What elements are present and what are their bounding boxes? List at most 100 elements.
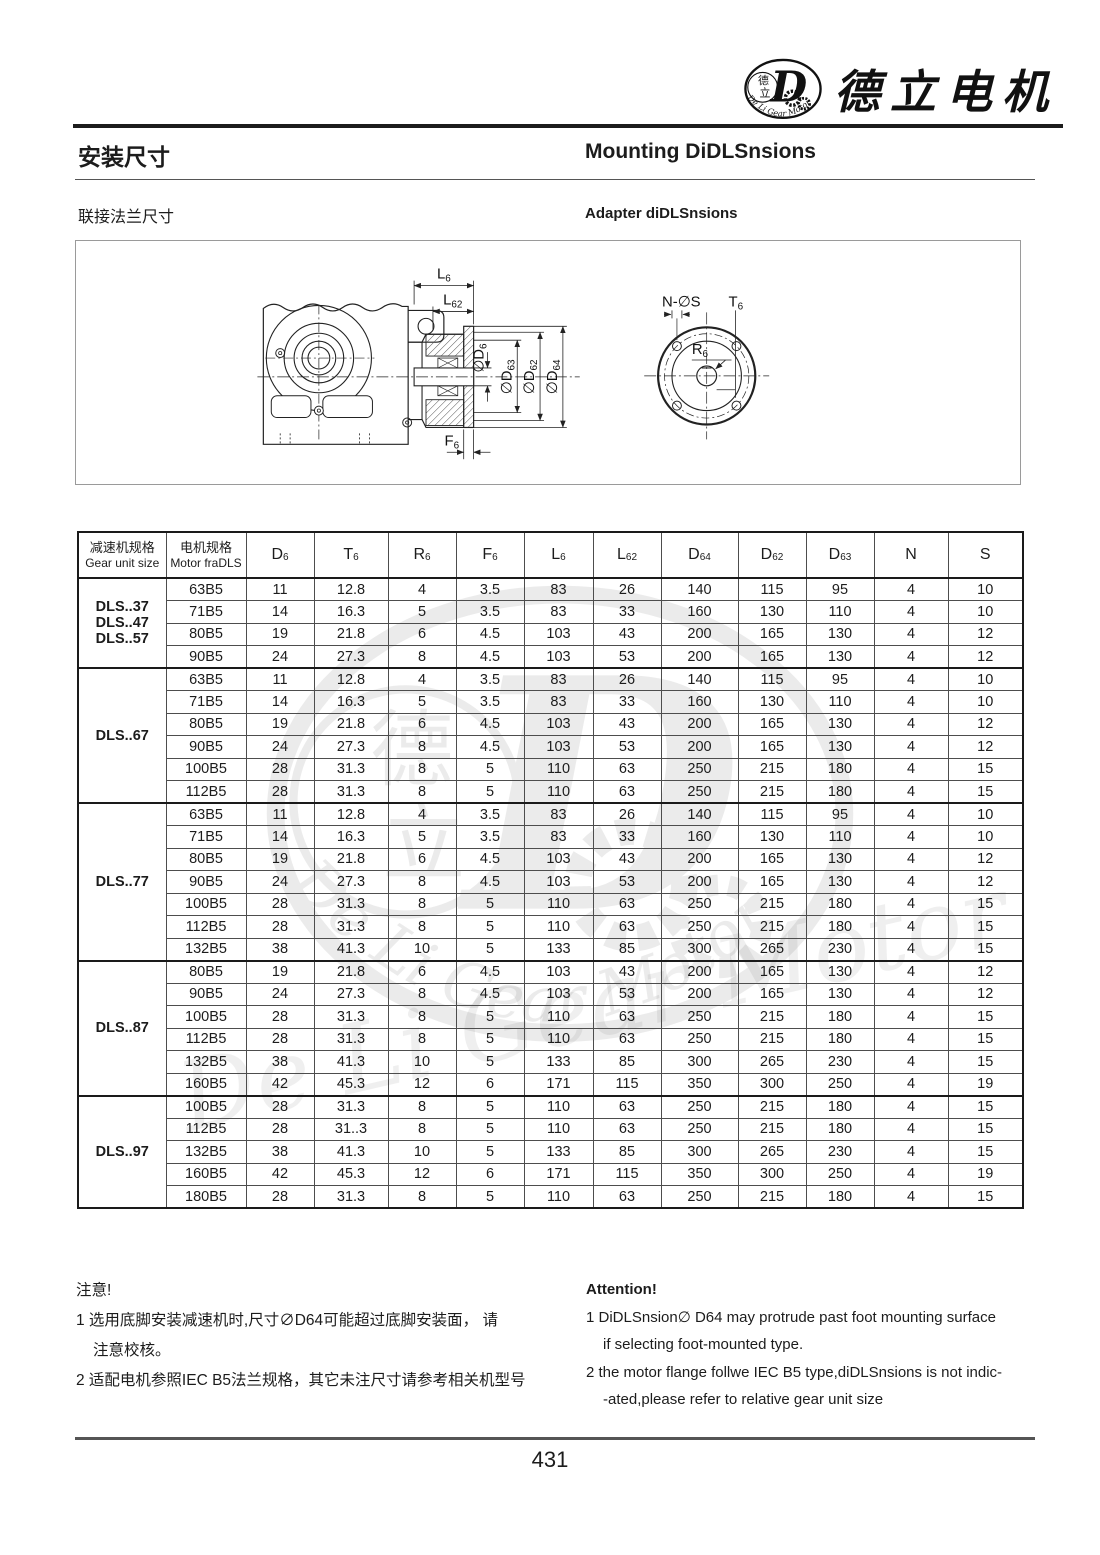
col-header-gear-unit-size: 减速机规格 Gear unit size [77, 531, 167, 579]
dim-value-cell: 110 [805, 600, 875, 624]
gear-unit-size-cell: DLS..87 [77, 959, 167, 1096]
dim-value-cell: 130 [805, 959, 875, 984]
dim-value-cell: 300 [660, 1140, 739, 1164]
dim-value-cell: 85 [592, 1140, 662, 1164]
dim-value-cell: 5 [455, 780, 525, 804]
dim-value-cell: 8 [387, 982, 457, 1006]
dim-value-cell: 10 [947, 600, 1024, 624]
dim-value-cell: 4.5 [455, 847, 525, 871]
footer-rule [75, 1437, 1035, 1440]
dim-value-cell: 6 [387, 847, 457, 871]
motor-frame-cell: 80B5 [165, 959, 247, 984]
dim-value-cell: 130 [805, 735, 875, 759]
dim-value-cell: 103 [523, 959, 594, 984]
dim-value-cell: 27.3 [313, 870, 389, 894]
dim-value-cell: 63 [592, 1117, 662, 1141]
dim-value-cell: 160 [660, 600, 739, 624]
dim-label-d6: ∅D6 [472, 343, 490, 373]
table-row: 90B5 24 27.3 8 4.5 103 53 200 165 130 4 12 [78, 735, 1024, 759]
dim-value-cell: 130 [737, 690, 807, 714]
col-header-N: N [873, 531, 949, 579]
dim-value-cell: 200 [660, 735, 739, 759]
dim-value-cell: 27.3 [313, 735, 389, 759]
dim-value-cell: 180 [805, 915, 875, 939]
dim-value-cell: 130 [805, 645, 875, 669]
dim-value-cell: 26 [592, 667, 662, 691]
dim-value-cell: 16.3 [313, 825, 389, 849]
dim-value-cell: 130 [737, 825, 807, 849]
col-header-R6: R6 [387, 531, 457, 579]
dim-value-cell: 180 [805, 1094, 875, 1119]
table-row: 80B5 19 21.8 6 4.5 103 43 200 165 130 4 12 [78, 847, 1024, 871]
dim-value-cell: 350 [660, 1162, 739, 1186]
motor-frame-cell: 80B5 [165, 847, 247, 871]
dim-value-cell: 28 [245, 1005, 315, 1029]
dim-value-cell: 63 [592, 1027, 662, 1051]
dim-value-cell: 180 [805, 757, 875, 781]
dim-value-cell: 28 [245, 915, 315, 939]
dim-value-cell: 12 [947, 847, 1024, 871]
motor-frame-cell: 90B5 [165, 645, 247, 669]
motor-frame-cell: 160B5 [165, 1072, 247, 1096]
table-row: 90B5 24 27.3 8 4.5 103 53 200 165 130 4 12 [78, 982, 1024, 1006]
table-row: 112B5 28 31..3 8 5 110 63 250 215 180 4 15 [78, 1117, 1024, 1141]
dim-value-cell: 3.5 [455, 667, 525, 691]
dim-value-cell: 200 [660, 959, 739, 984]
col-header-gear-unit-size-cn: 减速机规格 [89, 540, 155, 555]
dim-value-cell: 10 [947, 825, 1024, 849]
dim-value-cell: 230 [805, 1140, 875, 1164]
table-row: 132B5 38 41.3 10 5 133 85 300 265 230 4 15 [78, 1140, 1024, 1164]
dim-value-cell: 250 [660, 1027, 739, 1051]
dim-value-cell: 43 [592, 622, 662, 646]
dim-value-cell: 83 [523, 690, 594, 714]
dim-value-cell: 215 [737, 1027, 807, 1051]
dim-value-cell: 200 [660, 982, 739, 1006]
dim-value-cell: 115 [737, 802, 807, 826]
dim-value-cell: 28 [245, 1094, 315, 1119]
dim-value-cell: 215 [737, 780, 807, 804]
table-row: 112B5 28 31.3 8 5 110 63 250 215 180 4 15 [78, 780, 1024, 804]
table-row: DLS..97 100B5 28 31.3 8 5 110 63 250 215 180 4 15 [77, 1094, 1024, 1209]
dim-value-cell: 4 [873, 1185, 949, 1209]
section-subtitle-en: Adapter diDLSnsions [585, 205, 738, 222]
dim-value-cell: 12 [947, 735, 1024, 759]
dim-value-cell: 5 [455, 915, 525, 939]
dim-value-cell: 10 [387, 937, 457, 961]
dim-value-cell: 4.5 [455, 959, 525, 984]
dim-value-cell: 5 [387, 600, 457, 624]
notes-cn: 注意! 1 选用底脚安装减速机时,尺寸∅D64可能超过底脚安装面， 请注意校核。… [76, 1276, 566, 1396]
dim-value-cell: 8 [387, 757, 457, 781]
dim-value-cell: 110 [805, 825, 875, 849]
motor-frame-cell: 132B5 [165, 1050, 247, 1074]
dim-value-cell: 95 [805, 802, 875, 826]
col-header-D6: D6 [245, 531, 315, 579]
dim-value-cell: 180 [805, 892, 875, 916]
dim-value-cell: 8 [387, 1094, 457, 1119]
dim-value-cell: 4.5 [455, 735, 525, 759]
dim-label-f6: F6 [444, 433, 459, 451]
dim-value-cell: 350 [660, 1072, 739, 1096]
dim-value-cell: 31.3 [313, 892, 389, 916]
dim-value-cell: 265 [737, 1050, 807, 1074]
dim-value-cell: 110 [523, 757, 594, 781]
table-row: 112B5 28 31.3 8 5 110 63 250 215 180 4 15 [78, 915, 1024, 939]
side-view [257, 303, 580, 445]
dim-value-cell: 4 [387, 802, 457, 826]
dim-label-l6: L6 [437, 267, 451, 285]
dim-value-cell: 53 [592, 735, 662, 759]
dim-value-cell: 12 [947, 870, 1024, 894]
dim-label-l62: L62 [443, 292, 463, 310]
dim-value-cell: 43 [592, 712, 662, 736]
motor-frame-cell: 90B5 [165, 870, 247, 894]
dim-value-cell: 15 [947, 1005, 1024, 1029]
dim-value-cell: 4 [873, 1117, 949, 1141]
dim-value-cell: 12 [947, 645, 1024, 669]
dim-value-cell: 8 [387, 1005, 457, 1029]
dim-value-cell: 230 [805, 937, 875, 961]
dim-value-cell: 8 [387, 735, 457, 759]
dim-value-cell: 200 [660, 622, 739, 646]
motor-frame-cell: 90B5 [165, 982, 247, 1006]
dim-value-cell: 4 [873, 802, 949, 826]
table-row: DLS..87 80B5 19 21.8 6 4.5 103 43 200 165 130 4 12 [77, 959, 1024, 1096]
